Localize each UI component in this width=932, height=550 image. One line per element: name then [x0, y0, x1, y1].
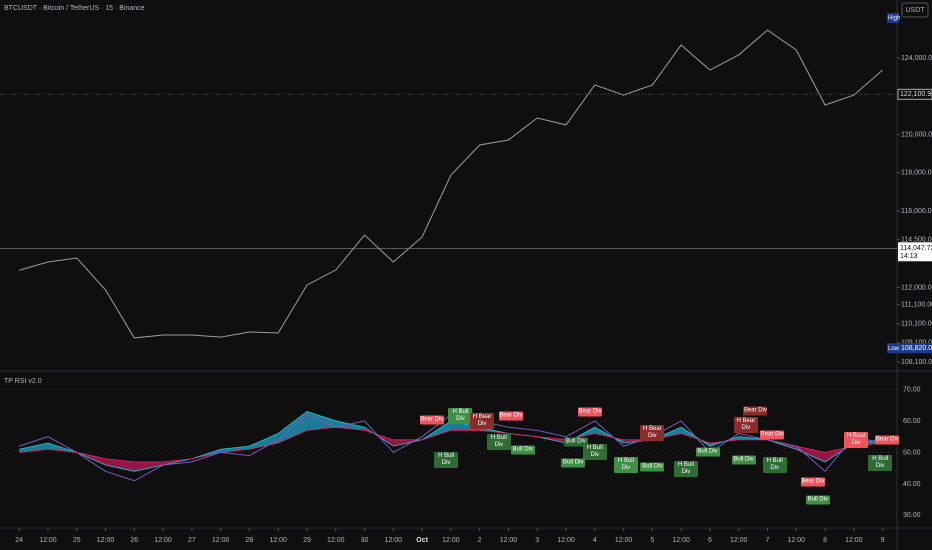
ribbon — [220, 446, 250, 453]
divergence-label: Bull Div — [563, 437, 588, 447]
x-tick-label: 12:00 — [39, 537, 57, 544]
ribbon — [19, 442, 48, 453]
x-tick-label: 28 — [246, 537, 254, 544]
x-tick-label: 30 — [361, 537, 369, 544]
divergence-label: H Bear Div — [470, 412, 495, 429]
divergence-label: Bull Div — [510, 445, 535, 455]
indicator-title: TP RSI v2.0 — [4, 378, 42, 385]
y-tick-label: 111,100.00 — [901, 301, 932, 308]
divergence-label: Bear Div — [578, 407, 602, 417]
high-label: High — [888, 16, 900, 22]
divergence-label: H Bull Div — [613, 457, 638, 474]
x-tick-label: 2 — [478, 537, 482, 544]
ribbon — [796, 446, 826, 462]
divergence-label: H Bear Div — [733, 417, 758, 434]
x-tick-label: 9 — [881, 537, 885, 544]
x-tick-label: 3 — [535, 537, 539, 544]
divergence-label: Bear Div — [419, 415, 444, 425]
x-tick-label: 24 — [15, 537, 23, 544]
divergence-label: H Bear Div — [640, 424, 665, 441]
divergence-label: H Bull Div — [762, 457, 787, 474]
divergence-label: Bull Div — [695, 447, 720, 457]
low-label: Low — [888, 346, 900, 352]
y-tick-label: 30.00 — [903, 512, 921, 519]
ribbon — [105, 458, 135, 472]
y-tick-label: 112,000.00 — [901, 284, 932, 291]
x-tick-label: 12:00 — [442, 537, 460, 544]
rsi-line — [19, 426, 883, 463]
currency-box[interactable] — [901, 2, 929, 18]
divergence-label: H Bull Div — [486, 433, 511, 450]
low-tag — [887, 343, 932, 354]
divergence-label: Bear Div — [498, 411, 523, 421]
y-tick-label: 60.00 — [903, 418, 921, 425]
x-tick-label: 8 — [823, 537, 827, 544]
currency[interactable]: USDT — [905, 7, 925, 14]
x-tick-label: 12:00 — [845, 537, 863, 544]
divergence-label: Bull Div — [805, 495, 830, 505]
x-tick-label: 12:00 — [385, 537, 403, 544]
y-tick-label: 118,000.00 — [901, 170, 932, 177]
x-tick-label: 25 — [73, 537, 81, 544]
symbol-title: BTCUSDT · Bitcoin / TetherUS · 15 · Bina… — [4, 5, 145, 12]
countdown-label: 14:13 — [900, 253, 918, 260]
price-line — [19, 29, 883, 339]
x-tick-label: 12:00 — [615, 537, 633, 544]
divergence-label: H Bear Div — [844, 432, 869, 449]
x-tick-label: 27 — [188, 537, 196, 544]
divergence-label: H Bull Div — [582, 444, 607, 461]
x-tick-label: 26 — [130, 537, 138, 544]
x-tick-label: 12:00 — [500, 537, 518, 544]
x-tick-label: 12:00 — [788, 537, 806, 544]
x-tick-label: 12:00 — [212, 537, 230, 544]
last-price-box — [897, 88, 932, 100]
high-tag — [887, 13, 899, 23]
crosshair-label: 114,047.72 — [900, 245, 932, 252]
divergence-label: H Bull Div — [434, 451, 459, 468]
x-tick-label: 29 — [303, 537, 311, 544]
x-tick-label: 7 — [766, 537, 770, 544]
divergence-label: Bull Div — [561, 458, 586, 468]
x-tick-label: 12:00 — [672, 537, 690, 544]
x-tick-label: 12:00 — [154, 537, 172, 544]
divergence-label: Bear Div — [875, 435, 900, 445]
crosshair-box — [898, 242, 932, 262]
x-tick-label: Oct — [416, 537, 428, 544]
divergence-label: H Bull Div — [448, 407, 473, 424]
y-tick-label: 40.00 — [903, 481, 921, 488]
divergence-label: Bear Div — [760, 430, 785, 440]
x-tick-label: 4 — [593, 537, 597, 544]
divergence-label: Bull Div — [640, 462, 665, 472]
x-tick-label: 12:00 — [327, 537, 345, 544]
x-tick-label: 5 — [650, 537, 654, 544]
y-tick-label: 114,500.00 — [901, 236, 932, 243]
y-tick-label: 109,100.00 — [901, 340, 932, 347]
divergence-label: Bear Div — [743, 406, 768, 416]
y-tick-label: 70.00 — [903, 386, 921, 393]
x-tick-label: 6 — [708, 537, 712, 544]
y-tick-label: 116,000.00 — [901, 208, 932, 215]
divergence-label: Bear Div — [801, 477, 826, 487]
x-tick-label: 12:00 — [557, 537, 575, 544]
divergence-label: H Bull Div — [673, 460, 698, 477]
y-tick-label: 120,000.00 — [901, 131, 932, 138]
x-tick-label: 12:00 — [269, 537, 287, 544]
low-value: 108,820.07 — [901, 345, 932, 352]
y-tick-label: 124,000.00 — [901, 55, 932, 62]
last-price-label: 122,100.92 — [900, 91, 932, 98]
y-tick-label: 50.00 — [903, 449, 921, 456]
x-tick-label: 12:00 — [730, 537, 748, 544]
x-tick-label: 12:00 — [97, 537, 115, 544]
ribbon — [134, 461, 164, 472]
y-tick-label: 108,100.00 — [901, 359, 932, 366]
divergence-label: H Bull Div — [868, 455, 893, 472]
y-tick-label: 110,100.00 — [901, 321, 932, 328]
divergence-label: Bull Div — [731, 455, 756, 465]
ribbon — [249, 433, 279, 450]
